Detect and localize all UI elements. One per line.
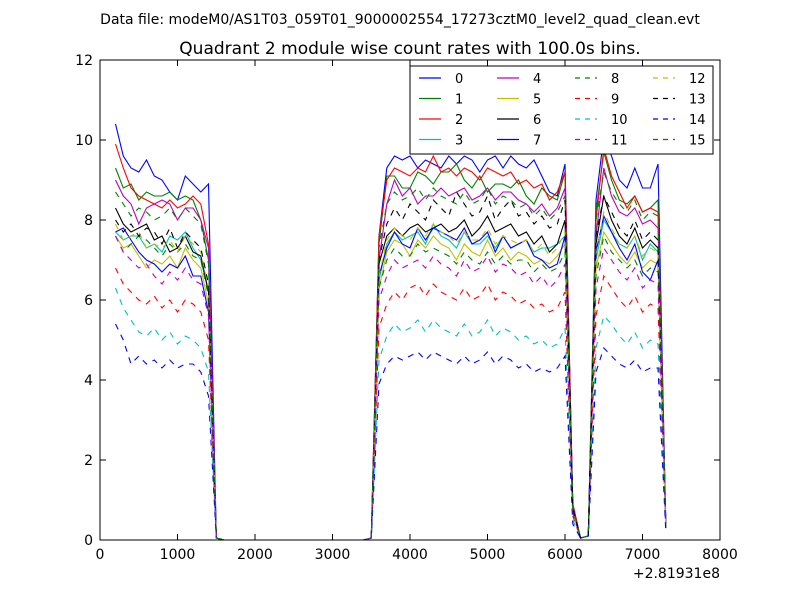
chart-suptitle: Data file: modeM0/AS1T03_059T01_90000025… — [100, 12, 700, 28]
legend-label-9: 9 — [611, 93, 619, 108]
series-line-1 — [114, 151, 667, 540]
x-tick-label: 7000 — [625, 547, 661, 563]
series-line-10 — [114, 287, 667, 540]
x-tick-label: 0 — [96, 547, 105, 563]
x-tick-label: 5000 — [470, 547, 506, 563]
series-line-11 — [115, 235, 667, 540]
series-line-6 — [115, 195, 667, 540]
x-tick-label: 6000 — [547, 547, 583, 563]
legend-label-14: 14 — [689, 113, 706, 128]
legend-box — [409, 65, 714, 155]
legend-label-13: 13 — [689, 93, 706, 108]
x-tick-label: 1000 — [160, 547, 196, 563]
series-line-0 — [114, 123, 667, 540]
legend-label-4: 4 — [533, 72, 541, 87]
series-line-2 — [114, 143, 667, 540]
y-tick-label: 12 — [75, 53, 93, 69]
legend-label-7: 7 — [533, 134, 541, 149]
series-line-14 — [115, 323, 667, 540]
x-tick-label: 2000 — [237, 547, 273, 563]
x-tick-label: 8000 — [702, 547, 738, 563]
legend-label-11: 11 — [611, 134, 628, 149]
y-tick-label: 8 — [84, 213, 93, 229]
legend-label-0: 0 — [455, 72, 463, 87]
y-tick-label: 4 — [84, 373, 93, 389]
chart-title: Quadrant 2 module wise count rates with … — [179, 39, 640, 59]
series-line-9 — [115, 267, 667, 540]
series-line-8 — [115, 234, 667, 540]
y-tick-label: 0 — [84, 533, 93, 549]
series-line-5 — [115, 230, 667, 540]
legend-label-6: 6 — [533, 113, 541, 128]
x-tick-label: 4000 — [392, 547, 428, 563]
legend-label-10: 10 — [611, 113, 628, 128]
x-tick-label: 3000 — [315, 547, 351, 563]
legend-label-8: 8 — [611, 72, 619, 87]
legend-label-5: 5 — [533, 93, 541, 108]
series-layer — [114, 123, 667, 540]
series-line-13 — [115, 190, 667, 540]
legend-label-15: 15 — [689, 134, 706, 149]
series-line-4 — [115, 167, 667, 540]
y-tick-label: 2 — [84, 453, 93, 469]
legend-label-3: 3 — [455, 134, 463, 149]
legend-label-1: 1 — [455, 93, 463, 108]
series-line-15 — [115, 169, 667, 540]
legend-label-2: 2 — [455, 113, 463, 128]
x-offset-label: +2.81931e8 — [633, 566, 720, 582]
series-line-12 — [115, 210, 667, 540]
legend-label-12: 12 — [689, 72, 706, 87]
axes-layer: 0 1000 2000 3000 4000 5000 6000 7000 80000246810… — [75, 53, 738, 563]
y-tick-label: 6 — [84, 293, 93, 309]
y-tick-label: 10 — [75, 133, 93, 149]
